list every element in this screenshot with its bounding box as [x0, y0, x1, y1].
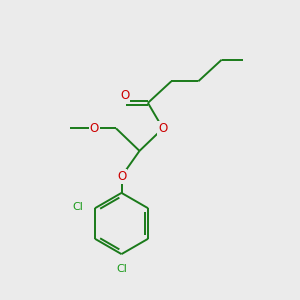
Text: Cl: Cl — [116, 264, 127, 274]
Text: O: O — [117, 170, 126, 183]
Text: O: O — [158, 122, 167, 135]
Text: O: O — [120, 89, 129, 102]
Text: O: O — [90, 122, 99, 135]
Text: Cl: Cl — [73, 202, 84, 212]
